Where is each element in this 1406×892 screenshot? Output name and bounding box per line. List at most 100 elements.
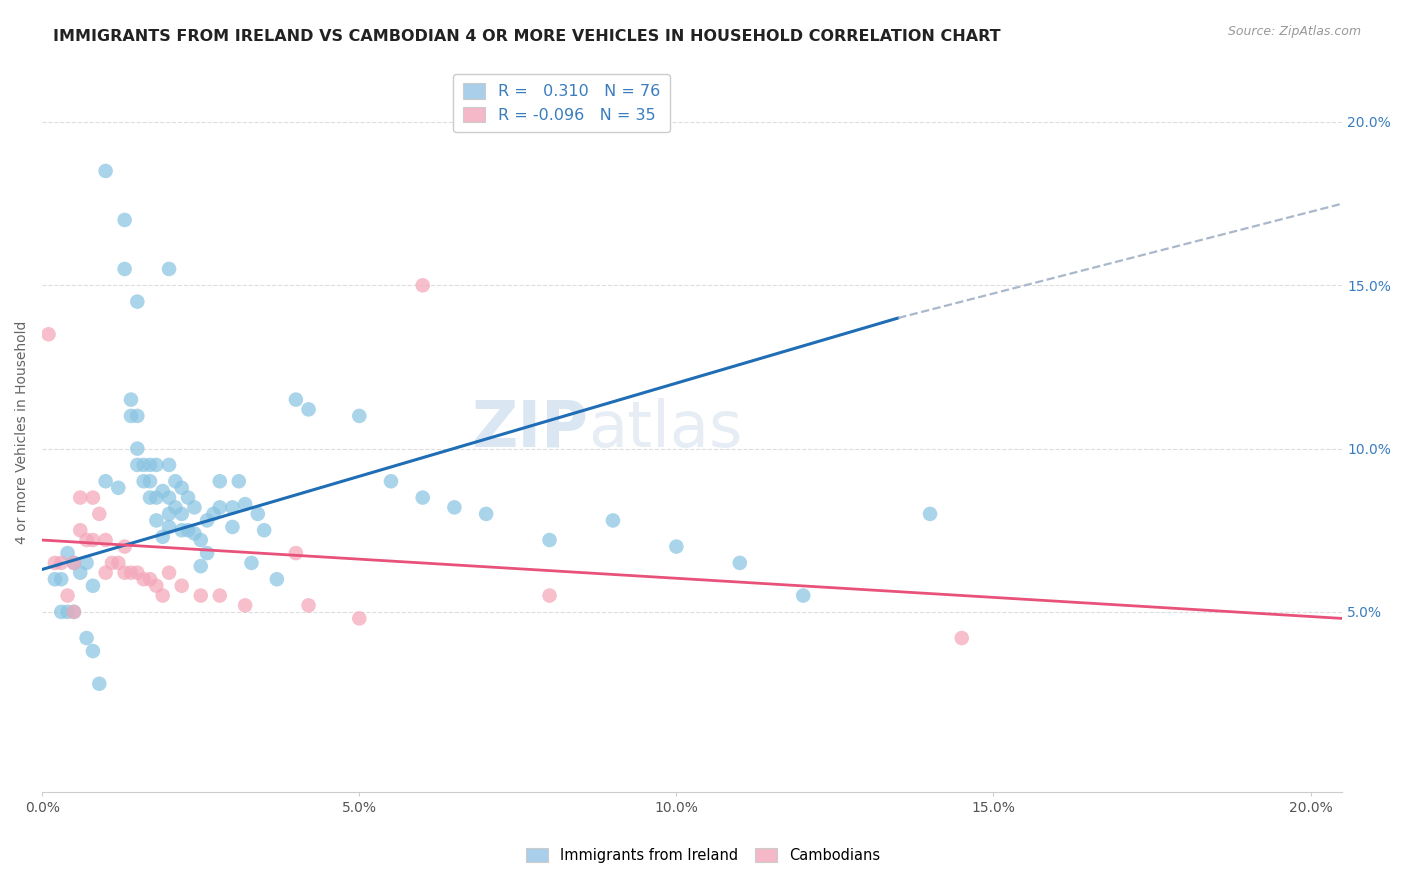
Point: [170, 481, 193, 495]
Point: [94, 533, 117, 547]
Point: [82, 579, 104, 593]
Point: [69, 491, 91, 505]
Text: ZIP: ZIP: [471, 398, 588, 459]
Point: [94, 566, 117, 580]
Point: [145, 458, 167, 472]
Point: [114, 566, 136, 580]
Point: [89, 677, 111, 691]
Point: [208, 589, 231, 603]
Point: [177, 491, 200, 505]
Point: [76, 533, 98, 547]
Point: [145, 491, 167, 505]
Legend: Immigrants from Ireland, Cambodians: Immigrants from Ireland, Cambodians: [520, 842, 886, 869]
Point: [152, 484, 174, 499]
Point: [157, 491, 180, 505]
Point: [56, 605, 79, 619]
Point: [120, 392, 142, 407]
Point: [240, 556, 263, 570]
Point: [728, 556, 751, 570]
Point: [380, 475, 402, 489]
Point: [114, 262, 136, 277]
Point: [190, 589, 212, 603]
Point: [51, 605, 73, 619]
Point: [101, 556, 124, 570]
Point: [76, 631, 98, 645]
Point: [63, 556, 86, 570]
Point: [139, 491, 162, 505]
Point: [349, 409, 371, 423]
Point: [63, 556, 86, 570]
Point: [63, 605, 86, 619]
Point: [208, 500, 231, 515]
Point: [89, 507, 111, 521]
Point: [246, 507, 269, 521]
Point: [127, 566, 149, 580]
Point: [177, 523, 200, 537]
Point: [233, 599, 256, 613]
Point: [297, 599, 319, 613]
Point: [195, 513, 218, 527]
Point: [69, 566, 91, 580]
Point: [157, 566, 180, 580]
Point: [44, 572, 66, 586]
Point: [170, 523, 193, 537]
Point: [665, 540, 688, 554]
Point: [139, 475, 162, 489]
Point: [145, 513, 167, 527]
Point: [82, 491, 104, 505]
Point: [208, 475, 231, 489]
Point: [56, 589, 79, 603]
Point: [157, 458, 180, 472]
Text: Source: ZipAtlas.com: Source: ZipAtlas.com: [1227, 25, 1361, 38]
Point: [538, 589, 561, 603]
Point: [107, 481, 129, 495]
Point: [221, 500, 243, 515]
Point: [51, 556, 73, 570]
Point: [170, 579, 193, 593]
Point: [132, 475, 155, 489]
Point: [412, 278, 434, 293]
Point: [127, 294, 149, 309]
Point: [284, 546, 307, 560]
Point: [443, 500, 465, 515]
Point: [349, 611, 371, 625]
Point: [157, 520, 180, 534]
Point: [94, 475, 117, 489]
Point: [82, 533, 104, 547]
Point: [107, 556, 129, 570]
Point: [602, 513, 624, 527]
Point: [120, 409, 142, 423]
Point: [114, 540, 136, 554]
Y-axis label: 4 or more Vehicles in Household: 4 or more Vehicles in Household: [15, 320, 30, 544]
Point: [284, 392, 307, 407]
Point: [190, 533, 212, 547]
Point: [253, 523, 276, 537]
Point: [127, 458, 149, 472]
Point: [190, 559, 212, 574]
Point: [165, 500, 187, 515]
Point: [127, 442, 149, 456]
Point: [51, 572, 73, 586]
Point: [157, 507, 180, 521]
Point: [56, 546, 79, 560]
Point: [228, 475, 250, 489]
Point: [538, 533, 561, 547]
Point: [69, 523, 91, 537]
Point: [950, 631, 973, 645]
Point: [120, 566, 142, 580]
Point: [165, 475, 187, 489]
Point: [132, 458, 155, 472]
Point: [170, 507, 193, 521]
Point: [918, 507, 941, 521]
Point: [183, 500, 205, 515]
Point: [139, 458, 162, 472]
Point: [152, 589, 174, 603]
Point: [195, 546, 218, 560]
Point: [475, 507, 498, 521]
Point: [82, 644, 104, 658]
Point: [233, 497, 256, 511]
Point: [412, 491, 434, 505]
Point: [44, 556, 66, 570]
Point: [38, 327, 60, 342]
Point: [63, 605, 86, 619]
